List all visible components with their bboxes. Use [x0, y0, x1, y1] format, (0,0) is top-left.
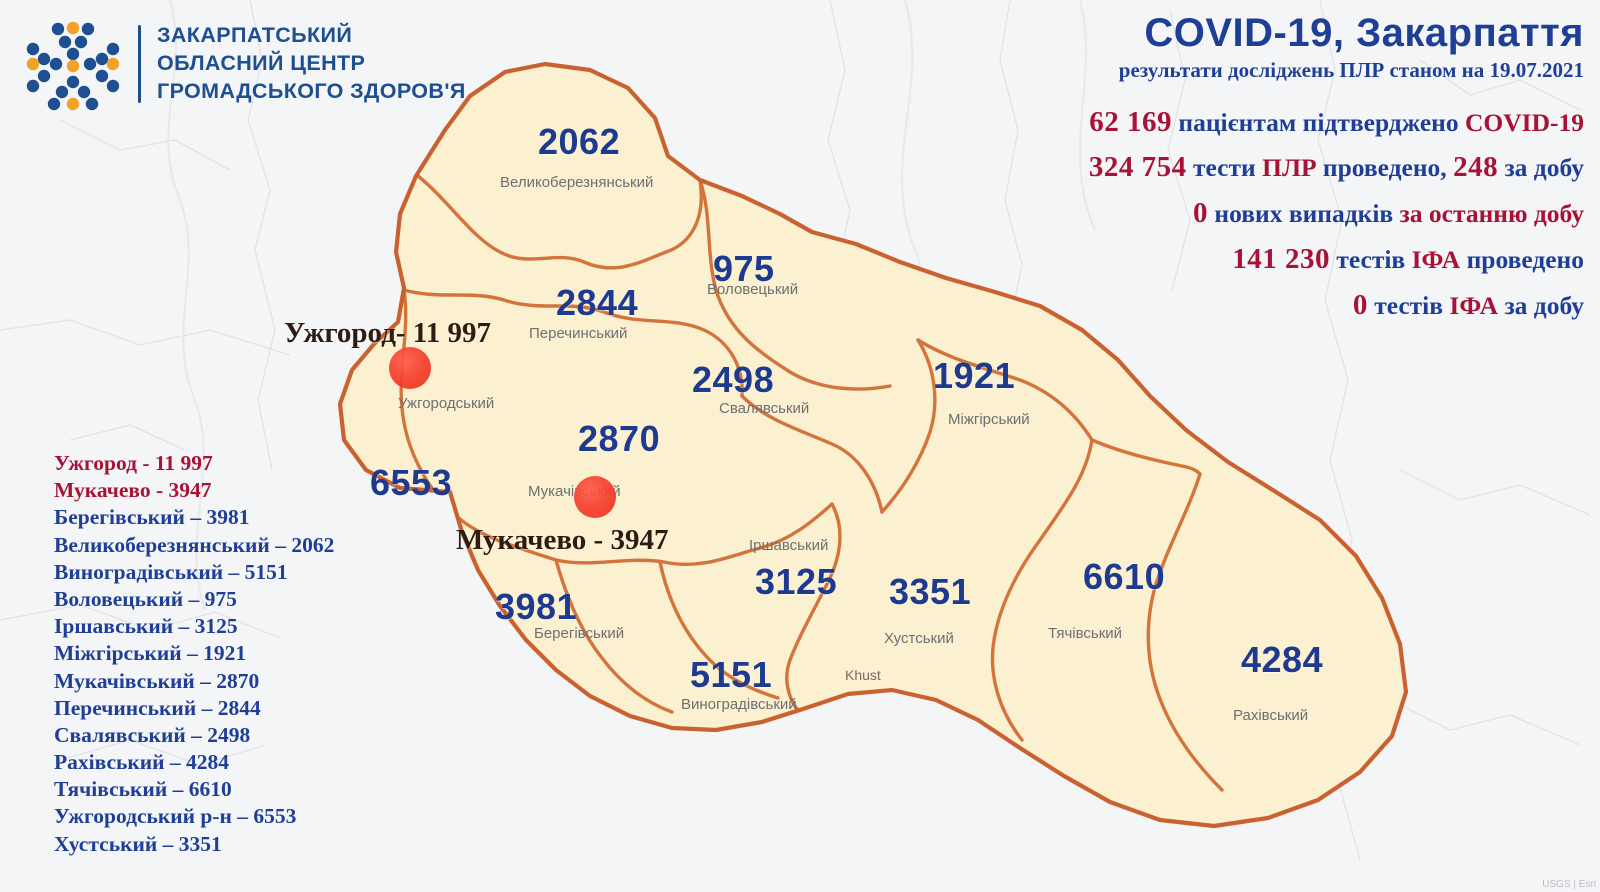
dot-cluster-logo-icon [26, 21, 120, 111]
stat-ifa-daily-label-a: тестів [1367, 290, 1450, 320]
stat-ifa-tests: 141 230 тестів ІФА проведено [820, 237, 1584, 283]
stat-pcr-tests: 324 754 тести ПЛР проведено, 248 за добу [820, 145, 1584, 191]
district-name-label: Рахівський [1233, 707, 1309, 724]
logo-line-3: ГРОМАДСЬКОГО ЗДОРОВ'Я [157, 78, 466, 103]
stat-confirmed-label: пацієнтам підтверджено [1172, 107, 1465, 137]
district-name-label: Ужгородський [398, 395, 495, 412]
legend-item: Тячівський – 6610 [54, 777, 232, 802]
stat-pcr-daily-value: 248 [1453, 151, 1499, 184]
district-case-count: 3125 [755, 561, 838, 602]
stat-confirmed-value: 62 169 [1089, 105, 1173, 138]
district-name-label: Тячівський [1048, 625, 1123, 642]
district-name-label: Виноградівський [681, 696, 797, 713]
district-case-count: 5151 [690, 654, 773, 695]
stat-new-cases: 0 нових випадків за останню добу [820, 191, 1584, 237]
stat-pcr-label-b: проведено, [1316, 153, 1454, 183]
stat-new-cases-value: 0 [1193, 197, 1209, 230]
stat-ifa-label-a: тестів [1329, 245, 1412, 275]
legend-item: Хустський – 3351 [54, 831, 222, 856]
district-case-count: 3981 [495, 586, 578, 627]
city-case-label: Ужгород- 11 997 [284, 317, 491, 349]
legend-item: Свалявський – 2498 [54, 722, 251, 747]
district-case-count: 2870 [578, 418, 661, 459]
stat-ifa-daily-method: ІФА [1449, 290, 1499, 320]
district-name-label: Воловецький [707, 281, 799, 298]
city-case-label: Мукачево - 3947 [456, 524, 669, 556]
district-name-label: Перечинський [529, 325, 628, 342]
logo-line-1: ЗАКАРПАТСЬКИЙ [157, 23, 353, 48]
page-title: COVID-19, Закарпаття [1144, 11, 1584, 55]
district-case-count: 975 [713, 248, 775, 289]
legend-item: Ужгород - 11 997 [54, 451, 213, 475]
basemap-town-label: Khust [845, 667, 881, 683]
district-name-label: Берегівський [534, 625, 625, 642]
stat-confirmed-suffix: COVID-19 [1465, 107, 1584, 137]
district-case-count: 1921 [933, 355, 1016, 396]
stat-pcr-daily-label: за добу [1498, 153, 1584, 183]
legend-item: Міжгірський – 1921 [54, 641, 247, 666]
district-legend-list: Ужгород - 11 997 Мукачево - 3947 Берегівсь… [54, 450, 454, 858]
district-case-count: 4284 [1241, 639, 1324, 680]
stat-new-cases-label-b: за останню добу [1399, 199, 1584, 229]
stat-ifa-label-b: проведено [1460, 245, 1584, 275]
legend-item: Іршавський – 3125 [54, 614, 238, 639]
logo-line-2: ОБЛАСНИЙ ЦЕНТР [157, 51, 366, 76]
district-case-count: 2498 [692, 359, 775, 400]
legend-item: Мукачево - 3947 [54, 478, 212, 503]
stat-new-cases-label-a: нових випадків [1208, 199, 1400, 229]
stat-pcr-method: ПЛР [1262, 153, 1317, 183]
legend-item: Берегівський – 3981 [54, 505, 250, 530]
organization-name: ЗАКАРПАТСЬКИЙ ОБЛАСНИЙ ЦЕНТР ГРОМАДСЬКОГ… [157, 22, 466, 106]
stat-ifa-daily: 0 тестів ІФА за добу [820, 283, 1584, 329]
district-case-count: 2844 [556, 282, 639, 323]
city-marker-dot [574, 476, 616, 518]
district-case-count: 3351 [889, 571, 972, 612]
district-case-count: 2062 [538, 121, 621, 162]
legend-item: Мукачівський – 2870 [54, 668, 260, 693]
stat-confirmed-cases: 62 169 пацієнтам підтверджено COVID-19 [820, 100, 1584, 146]
logo-divider [138, 25, 141, 103]
map-attribution: USGS | Esri [1542, 879, 1596, 890]
city-marker-dot [389, 347, 431, 389]
legend-item: Перечинський – 2844 [54, 695, 261, 720]
district-case-count: 6553 [370, 462, 453, 503]
district-name-label: Іршавський [749, 537, 829, 554]
district-name-label: Великоберезнянський [500, 174, 654, 191]
stat-ifa-method: ІФА [1411, 245, 1461, 275]
legend-item: Рахівський – 4284 [54, 750, 230, 775]
stat-pcr-label-a: тести [1186, 153, 1263, 183]
stat-ifa-daily-value: 0 [1352, 288, 1368, 321]
legend-item: Воловецький – 975 [54, 586, 237, 611]
stat-pcr-total-value: 324 754 [1088, 151, 1187, 184]
legend-item: Ужгородський р-н – 6553 [54, 804, 297, 829]
organization-logo-block: ЗАКАРПАТСЬКИЙ ОБЛАСНИЙ ЦЕНТР ГРОМАДСЬКОГ… [18, 14, 466, 114]
district-name-label: Свалявський [719, 400, 810, 417]
legend-item: Великоберезнянський – 2062 [54, 532, 335, 557]
district-name-label: Міжгірський [948, 411, 1030, 428]
stat-ifa-total-value: 141 230 [1232, 243, 1330, 276]
district-name-label: Хустський [884, 630, 954, 647]
page-subtitle: результати досліджень ПЛР станом на 19.0… [1118, 58, 1584, 83]
stat-ifa-daily-label-b: за добу [1498, 290, 1584, 320]
district-case-count: 6610 [1083, 556, 1166, 597]
legend-item: Виноградівський – 5151 [54, 559, 288, 584]
statistics-panel: COVID-19, Закарпаття результати дослідже… [820, 12, 1592, 329]
